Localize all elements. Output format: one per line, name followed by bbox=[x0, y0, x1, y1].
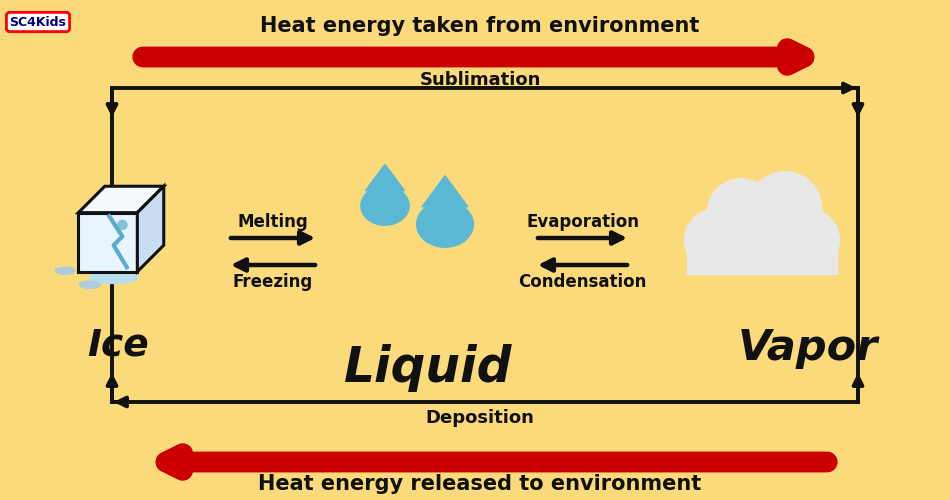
Circle shape bbox=[718, 184, 806, 272]
Text: Ice: Ice bbox=[87, 328, 149, 364]
Polygon shape bbox=[79, 212, 138, 272]
Circle shape bbox=[117, 220, 127, 230]
Text: Deposition: Deposition bbox=[426, 409, 535, 427]
Circle shape bbox=[748, 172, 822, 246]
Ellipse shape bbox=[361, 186, 409, 225]
Ellipse shape bbox=[79, 282, 101, 288]
Circle shape bbox=[708, 178, 774, 246]
Text: Evaporation: Evaporation bbox=[526, 213, 639, 231]
Ellipse shape bbox=[55, 267, 75, 274]
Text: Vapor: Vapor bbox=[738, 327, 878, 369]
Text: Heat energy taken from environment: Heat energy taken from environment bbox=[260, 16, 700, 36]
Circle shape bbox=[776, 208, 840, 272]
Polygon shape bbox=[366, 164, 405, 190]
Text: Condensation: Condensation bbox=[519, 273, 647, 291]
Bar bbox=[687, 238, 837, 274]
Text: Liquid: Liquid bbox=[344, 344, 512, 392]
Ellipse shape bbox=[89, 272, 138, 283]
Circle shape bbox=[685, 208, 748, 272]
Polygon shape bbox=[138, 186, 163, 272]
Text: SC4Kids: SC4Kids bbox=[10, 16, 66, 28]
Polygon shape bbox=[422, 176, 468, 207]
Ellipse shape bbox=[417, 202, 473, 247]
Polygon shape bbox=[79, 186, 163, 212]
Text: Sublimation: Sublimation bbox=[419, 71, 541, 89]
Text: Freezing: Freezing bbox=[233, 273, 314, 291]
Text: Melting: Melting bbox=[238, 213, 309, 231]
Text: Heat energy released to environment: Heat energy released to environment bbox=[258, 474, 702, 494]
